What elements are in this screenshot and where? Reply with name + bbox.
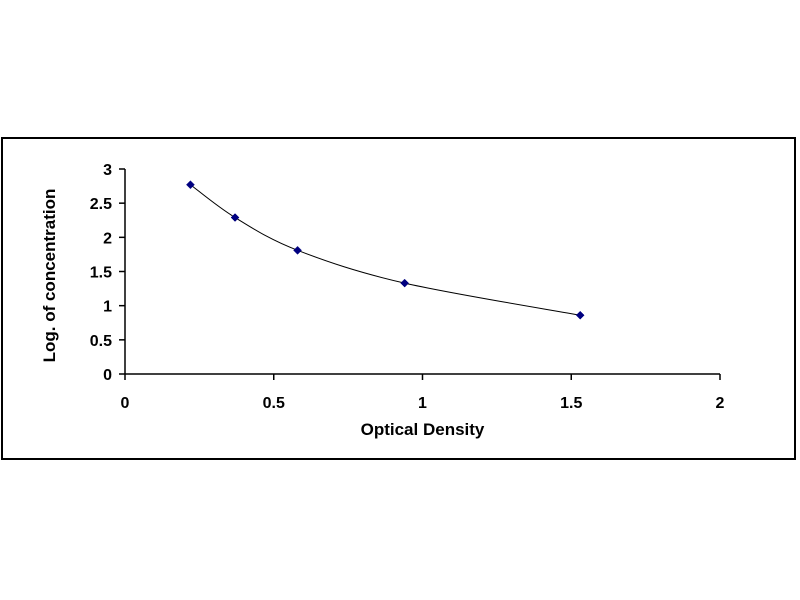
y-tick-label: 0 [103, 367, 112, 384]
data-point [575, 310, 585, 320]
y-tick-label: 3 [103, 162, 112, 179]
chart-svg: 0 0.5 1 1.5 2 00.511.522.53 Optical Density … [40, 162, 725, 439]
y-tick-label: 1.5 [90, 265, 112, 282]
y-tick-label: 0.5 [90, 333, 112, 350]
points-layer [186, 180, 585, 320]
x-axis-title: Optical Density [361, 420, 485, 439]
data-point [400, 278, 410, 288]
x-tick-label: 1 [418, 395, 427, 412]
data-point [230, 213, 240, 222]
y-tick-label: 1 [103, 299, 112, 316]
data-point [293, 245, 302, 255]
y-tick-labels: 0 0.5 1 1.5 2 2.5 3 [90, 162, 112, 384]
x-tick-label: 1.5 [560, 395, 582, 412]
chart-frame: 0 0.5 1 1.5 2 0 0.5 1 1.5 2 2.5 3 Optical Density … [1, 137, 796, 460]
axes [119, 168, 721, 380]
y-axis-title: Log. of concentration [40, 189, 59, 363]
fit-curve [190, 184, 581, 316]
x-tick-label: 0.5 [263, 395, 285, 412]
y-tick-label: 2 [103, 230, 112, 247]
x-tick-label: 2 [716, 395, 725, 412]
x-tick-label: 0 [121, 395, 130, 412]
x-tick-labels: 0 0.5 1 1.5 2 [121, 395, 725, 412]
data-point [186, 180, 195, 190]
curve-layer [190, 184, 581, 316]
y-tick-label: 2.5 [90, 196, 112, 213]
